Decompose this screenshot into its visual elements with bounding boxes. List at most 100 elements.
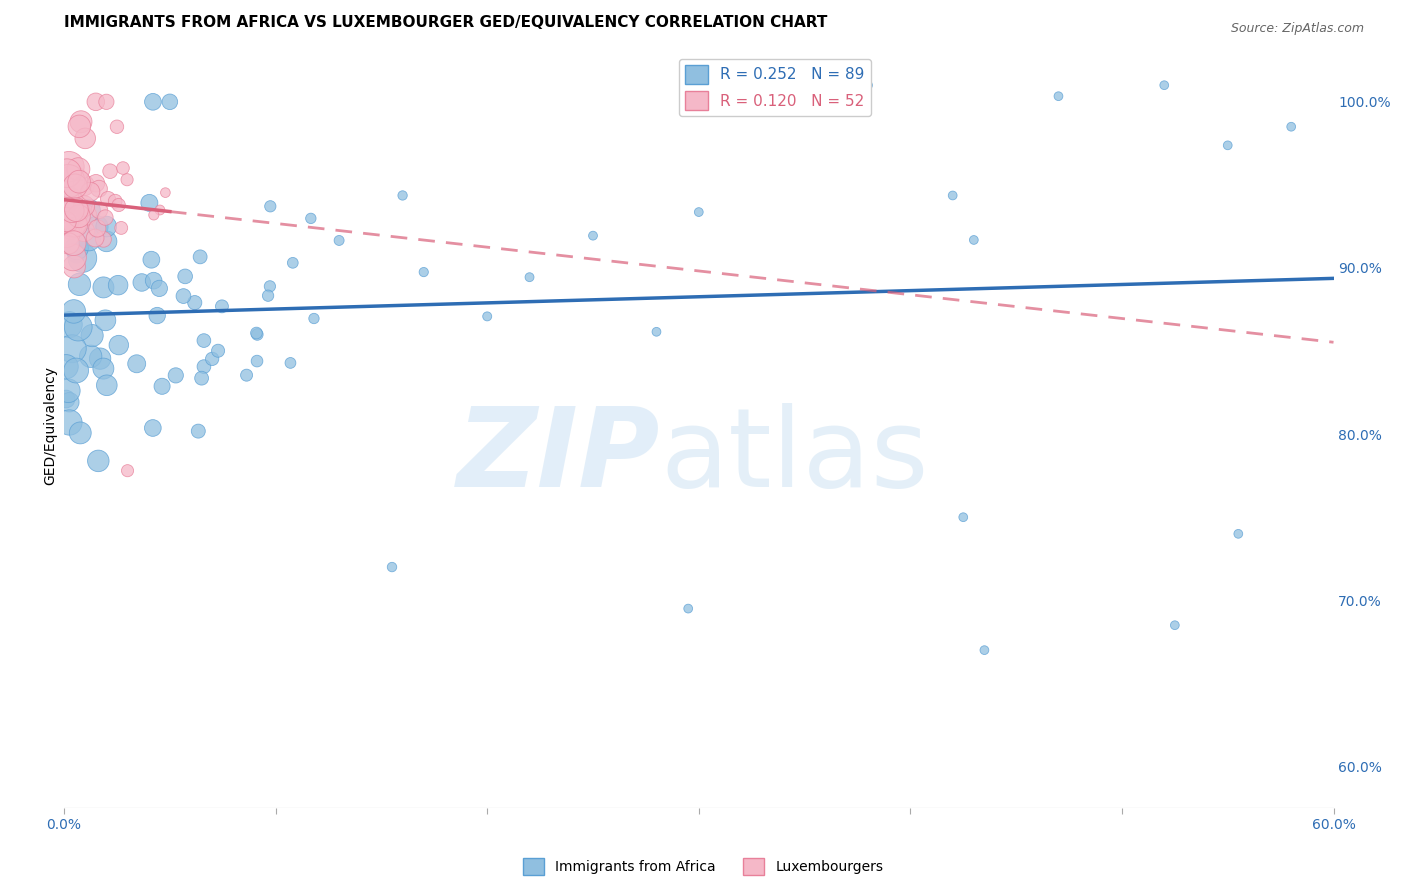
Point bbox=[201, 351, 224, 366]
Point bbox=[66, 247, 89, 261]
Point bbox=[645, 325, 668, 339]
Point bbox=[94, 313, 117, 327]
Point bbox=[125, 357, 148, 371]
Point bbox=[87, 454, 110, 468]
Point bbox=[79, 185, 101, 199]
Point bbox=[77, 233, 100, 247]
Point bbox=[58, 318, 80, 332]
Point bbox=[84, 231, 107, 245]
Point bbox=[60, 342, 83, 356]
Point bbox=[193, 334, 215, 348]
Point bbox=[98, 164, 121, 178]
Point bbox=[142, 421, 165, 435]
Legend: R = 0.252   N = 89, R = 0.120   N = 52: R = 0.252 N = 89, R = 0.120 N = 52 bbox=[679, 59, 870, 116]
Point bbox=[66, 203, 89, 218]
Point bbox=[973, 643, 995, 657]
Point bbox=[245, 326, 267, 340]
Point bbox=[391, 188, 413, 202]
Legend: Immigrants from Africa, Luxembourgers: Immigrants from Africa, Luxembourgers bbox=[517, 853, 889, 880]
Point bbox=[67, 320, 90, 334]
Point bbox=[73, 178, 96, 193]
Point bbox=[69, 425, 91, 440]
Point bbox=[70, 115, 93, 129]
Point bbox=[56, 166, 79, 180]
Point bbox=[174, 269, 197, 284]
Point bbox=[79, 349, 101, 363]
Point bbox=[73, 224, 96, 238]
Point bbox=[55, 392, 77, 406]
Point bbox=[86, 221, 108, 235]
Point bbox=[115, 172, 138, 186]
Point bbox=[104, 194, 127, 209]
Point bbox=[89, 203, 111, 218]
Point bbox=[138, 195, 160, 210]
Point bbox=[148, 281, 170, 295]
Text: IMMIGRANTS FROM AFRICA VS LUXEMBOURGER GED/EQUIVALENCY CORRELATION CHART: IMMIGRANTS FROM AFRICA VS LUXEMBOURGER G… bbox=[65, 15, 828, 30]
Point bbox=[412, 265, 434, 279]
Point bbox=[77, 203, 100, 218]
Point bbox=[150, 379, 173, 393]
Point bbox=[149, 202, 172, 217]
Point bbox=[142, 208, 165, 222]
Point bbox=[58, 174, 80, 188]
Point bbox=[65, 218, 87, 232]
Point bbox=[246, 327, 269, 342]
Point bbox=[75, 131, 97, 145]
Point bbox=[60, 203, 83, 218]
Point bbox=[96, 95, 118, 109]
Point bbox=[246, 354, 269, 368]
Point bbox=[211, 299, 233, 313]
Point bbox=[62, 217, 84, 231]
Point bbox=[73, 199, 96, 213]
Point bbox=[105, 120, 128, 134]
Point bbox=[63, 260, 86, 274]
Point bbox=[477, 310, 499, 324]
Point bbox=[280, 356, 302, 370]
Point bbox=[187, 424, 209, 438]
Point bbox=[146, 309, 169, 323]
Point bbox=[84, 176, 107, 190]
Point bbox=[62, 174, 84, 188]
Point bbox=[65, 202, 87, 217]
Point bbox=[188, 250, 211, 264]
Text: atlas: atlas bbox=[661, 403, 929, 510]
Point bbox=[67, 209, 90, 223]
Point bbox=[62, 236, 84, 251]
Point bbox=[519, 270, 541, 285]
Point bbox=[86, 219, 108, 234]
Point bbox=[87, 182, 110, 196]
Point bbox=[582, 228, 605, 243]
Point bbox=[131, 276, 153, 290]
Point bbox=[328, 234, 350, 248]
Point bbox=[1153, 78, 1175, 93]
Point bbox=[97, 192, 120, 206]
Point bbox=[107, 278, 129, 293]
Point bbox=[676, 601, 699, 615]
Point bbox=[259, 199, 281, 213]
Point bbox=[96, 219, 118, 234]
Point bbox=[58, 384, 80, 398]
Point bbox=[142, 95, 165, 109]
Point bbox=[108, 338, 131, 352]
Point bbox=[159, 95, 181, 109]
Point bbox=[207, 343, 229, 358]
Point bbox=[793, 78, 815, 93]
Point bbox=[1227, 526, 1250, 541]
Point bbox=[165, 368, 187, 383]
Point bbox=[184, 295, 207, 310]
Point bbox=[235, 368, 257, 383]
Point bbox=[62, 251, 84, 265]
Point bbox=[1279, 120, 1302, 134]
Point bbox=[942, 188, 965, 202]
Point bbox=[856, 78, 879, 93]
Point bbox=[55, 213, 77, 227]
Text: ZIP: ZIP bbox=[457, 403, 661, 510]
Point bbox=[110, 221, 132, 235]
Point bbox=[172, 289, 194, 303]
Point bbox=[94, 211, 117, 225]
Point bbox=[62, 304, 84, 318]
Point bbox=[66, 241, 89, 255]
Point bbox=[302, 311, 325, 326]
Point bbox=[55, 195, 77, 210]
Point bbox=[257, 288, 280, 302]
